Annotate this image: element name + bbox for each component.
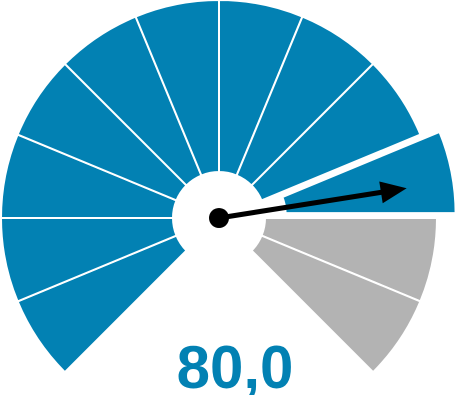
gauge-needle-arrowhead: [379, 181, 407, 204]
gauge-value-label: 80,0: [177, 334, 294, 395]
gauge-needle-pivot: [209, 208, 229, 228]
gauge-segment-highlighted: [278, 128, 458, 217]
gauge-needle-group: [209, 181, 407, 228]
gauge-segments: [0, 0, 458, 374]
gauge-needle: [216, 188, 390, 221]
